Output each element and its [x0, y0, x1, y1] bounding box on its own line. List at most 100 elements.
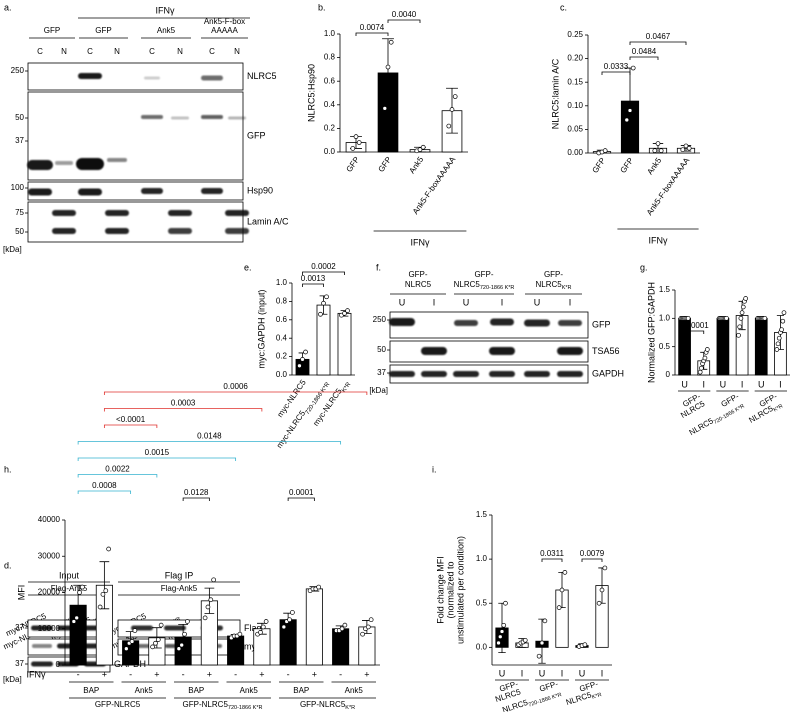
y-tick-label: 0.00 — [567, 148, 583, 157]
significance-bracket — [302, 271, 345, 275]
marker-label: 250 — [373, 315, 387, 324]
x-tick-label-text: GFP — [591, 156, 608, 175]
y-tick-label: 0.2 — [324, 124, 336, 133]
x-tick-label: U — [499, 668, 506, 678]
data-point — [599, 587, 605, 593]
panel-letter: c. — [560, 2, 567, 12]
group-label-subscript: 720-1866 K*R — [228, 705, 263, 711]
y-tick-label: 0.4 — [276, 333, 288, 342]
unit-label: [kDa] — [3, 245, 22, 254]
data-point — [385, 64, 391, 70]
band — [490, 318, 514, 326]
data-point — [205, 604, 211, 610]
panel-letter: d. — [4, 560, 12, 570]
p-value: 0.0022 — [105, 465, 130, 474]
group-label-text: GFP- — [538, 679, 559, 694]
band — [31, 661, 53, 667]
p-value: 0.0074 — [360, 23, 385, 32]
data-point — [342, 311, 347, 316]
group-label-subscript: K*R — [773, 404, 784, 414]
band — [225, 228, 249, 234]
significance-bracket — [77, 441, 342, 445]
y-tick-label: 20000 — [38, 588, 61, 597]
data-point — [724, 315, 729, 321]
bar — [716, 317, 730, 376]
row-label: GFP — [592, 319, 611, 329]
row-label: NLRC5 — [247, 71, 277, 81]
band — [171, 116, 189, 120]
band — [201, 115, 223, 119]
data-point — [738, 315, 744, 321]
lane-group-label-text: NLRC5 — [454, 280, 481, 289]
p-value: 0.0467 — [646, 32, 671, 41]
data-point — [602, 148, 608, 153]
lane-label: N — [234, 47, 240, 56]
y-axis-label: unstimulated per condition) — [455, 536, 465, 644]
marker-label: 50 — [15, 227, 24, 236]
group-label: GFP- — [538, 679, 559, 694]
y-axis-label: Fold change MFI — [435, 556, 445, 624]
y-tick-label: 0.2 — [276, 352, 288, 361]
group-label-subscript: 720-1866 K*R — [528, 693, 563, 709]
group-label-subscript: K*R — [345, 705, 355, 711]
x-tick-label: I — [779, 379, 782, 389]
data-point — [737, 324, 743, 330]
panel-letter: a. — [4, 2, 12, 12]
data-point — [281, 624, 287, 630]
data-point — [627, 108, 633, 113]
data-point — [743, 296, 748, 301]
band — [168, 210, 192, 216]
band — [453, 371, 479, 377]
x-tick-label: I — [521, 668, 524, 678]
data-point — [685, 315, 691, 321]
y-axis-label: (normalized to — [445, 561, 455, 618]
y-tick-label: 40000 — [38, 515, 61, 524]
significance-bracket — [684, 330, 705, 334]
data-point — [780, 318, 786, 324]
data-point — [182, 631, 187, 637]
y-tick-label: 0.5 — [476, 598, 488, 607]
data-point — [382, 105, 388, 111]
group-label-subscript: 720-1866 K*R — [713, 404, 746, 426]
significance-bracket — [287, 497, 315, 501]
band — [76, 158, 104, 170]
bar — [754, 317, 768, 376]
band — [524, 371, 550, 377]
x-tick-label: + — [207, 669, 212, 679]
data-point — [158, 622, 164, 628]
bar — [305, 588, 323, 666]
lane-label: C — [149, 47, 155, 56]
data-point — [542, 618, 548, 624]
row-label: myc — [244, 641, 261, 651]
band — [31, 625, 53, 631]
y-tick-label: 0.15 — [567, 77, 583, 86]
data-point — [353, 134, 359, 140]
data-point — [287, 617, 292, 623]
data-point — [420, 144, 426, 150]
y-tick-label: 1.0 — [276, 278, 288, 287]
data-point — [417, 147, 423, 152]
y-tick-label: 0 — [56, 660, 61, 669]
y-tick-label: 0.20 — [567, 54, 583, 63]
data-point — [774, 347, 780, 352]
data-point — [559, 587, 565, 593]
panel-letter: b. — [318, 2, 326, 12]
y-tick-label: 0.6 — [324, 76, 336, 85]
data-point — [97, 604, 103, 610]
marker-label: 100 — [11, 183, 25, 192]
band — [489, 371, 515, 377]
x-tick-label: I — [741, 379, 744, 389]
lane-group-label-text: GFP- — [544, 270, 563, 279]
data-point — [345, 308, 350, 313]
marker-label: 75 — [15, 208, 24, 217]
significance-bracket — [103, 408, 263, 412]
x-tick-label-text: GFP — [619, 156, 636, 175]
y-tick-label: 1.5 — [476, 510, 488, 519]
x-tick-label: + — [312, 669, 317, 679]
blot-panel — [27, 201, 244, 243]
panel-letter: h. — [4, 464, 12, 474]
band — [557, 371, 583, 377]
band — [524, 319, 550, 327]
data-point — [260, 624, 266, 630]
